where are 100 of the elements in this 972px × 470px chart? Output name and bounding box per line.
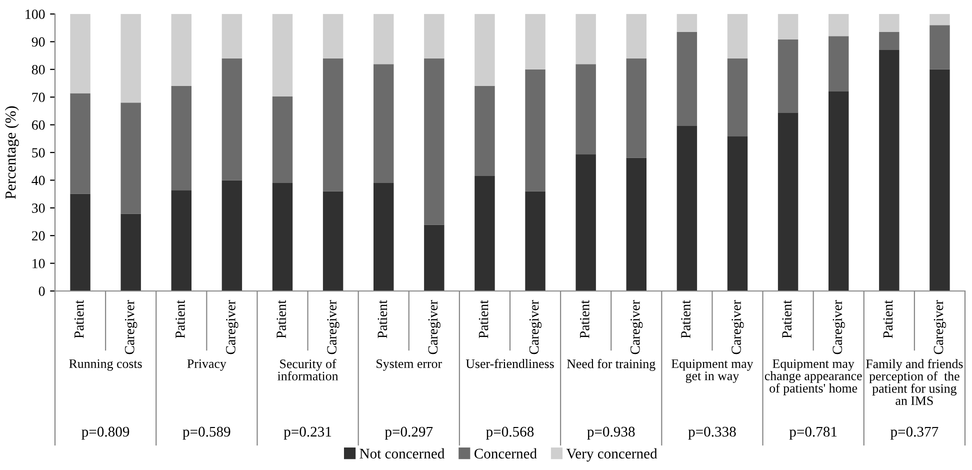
x-tick-label: Caregiver [630, 300, 643, 354]
bar [525, 14, 546, 70]
bar [120, 14, 141, 103]
bar [727, 14, 748, 58]
bar [424, 14, 444, 58]
y-tick-label: 20 [32, 231, 45, 241]
bar [626, 14, 646, 58]
bar [374, 14, 394, 64]
bar [70, 93, 90, 194]
text: Privacy [187, 359, 226, 371]
bar [222, 14, 242, 58]
bar [120, 214, 141, 291]
x-tick-label: Patient [580, 300, 590, 338]
bar [272, 182, 293, 291]
bar [778, 112, 798, 291]
bar [272, 14, 293, 97]
bar [374, 64, 394, 183]
bar [322, 58, 344, 192]
text: p=0.338 [688, 426, 736, 440]
x-tick-label: Caregiver [124, 300, 138, 354]
bar [474, 176, 495, 291]
bar [879, 32, 900, 50]
text: p=0.377 [890, 426, 938, 440]
text: p=0.809 [82, 426, 130, 440]
x-tick-label: Caregiver [226, 300, 238, 354]
x-tick-label: Caregiver [428, 300, 440, 354]
bar [424, 58, 444, 225]
bar [930, 14, 950, 26]
y-tick-label: 40 [32, 176, 45, 186]
bar [727, 136, 748, 291]
bar [474, 14, 495, 86]
text: p=0.297 [384, 426, 433, 440]
x-tick-label: Patient [883, 300, 893, 338]
bar [525, 191, 546, 291]
bar [879, 50, 900, 291]
bar [70, 194, 90, 291]
legend-label: Not concerned [360, 448, 445, 459]
y-tick-label: 0 [38, 286, 45, 296]
bar [676, 14, 698, 32]
bar [272, 96, 293, 183]
y-tick-label: 90 [32, 37, 45, 47]
bar [322, 14, 344, 58]
y-tick-label: 10 [32, 258, 45, 268]
bar [374, 182, 394, 291]
x-tick-label: Caregiver [529, 300, 542, 354]
bar [576, 154, 596, 291]
bar [828, 92, 849, 291]
text: Equipment may get in way [672, 359, 754, 383]
x-tick-label: Patient [176, 300, 185, 338]
bar [474, 86, 495, 176]
text: Equipment may change appearance of patients' home [764, 359, 862, 396]
bar [676, 126, 698, 291]
legend-label: Very concerned [566, 448, 658, 462]
text: Family and friends perception of the patient for using an IMS [866, 359, 963, 406]
bar [322, 191, 344, 291]
x-tick-label: Patient [782, 300, 792, 338]
bar [222, 180, 242, 291]
text: System error [376, 359, 442, 371]
x-tick-label: Patient [681, 300, 690, 338]
y-tick-label: 80 [32, 64, 45, 74]
y-axis-title: Percentage (%) [4, 106, 19, 199]
x-tick-label: Caregiver [832, 300, 845, 354]
text: Need for training [567, 359, 656, 371]
y-tick-label: 100 [26, 10, 45, 19]
x-tick-label: Patient [74, 300, 84, 338]
bar [930, 25, 950, 70]
x-tick-label: Patient [478, 300, 488, 338]
bar [120, 102, 141, 214]
x-tick-label: Patient [276, 300, 286, 338]
y-tick-label: 30 [32, 203, 45, 213]
y-tick-label: 50 [32, 148, 45, 158]
x-tick-label: Caregiver [732, 300, 744, 354]
bar [171, 14, 192, 86]
bar [828, 14, 849, 36]
text: Running costs [69, 359, 142, 371]
text: p=0.938 [587, 426, 635, 440]
bar [576, 64, 596, 154]
bar [778, 39, 798, 113]
y-tick-label: 60 [32, 120, 45, 130]
text: User-friendliness [466, 358, 554, 368]
legend-label: Concerned [474, 448, 537, 459]
text: p=0.231 [284, 426, 332, 440]
x-tick-label: Caregiver [327, 300, 340, 354]
x-tick-label: Patient [378, 300, 388, 338]
y-tick-label: 70 [32, 92, 45, 102]
bar [626, 58, 646, 158]
bar [424, 224, 444, 291]
bar [626, 158, 646, 291]
bar [727, 58, 748, 136]
bar [222, 58, 242, 180]
text: p=0.568 [486, 426, 534, 440]
bar [171, 190, 192, 291]
bar [778, 14, 798, 40]
bar [525, 69, 546, 192]
bar [676, 32, 698, 126]
text: p=0.781 [789, 426, 837, 440]
text: Security of information [278, 359, 338, 380]
bar [828, 36, 849, 92]
bar [576, 14, 596, 64]
bar [171, 86, 192, 190]
